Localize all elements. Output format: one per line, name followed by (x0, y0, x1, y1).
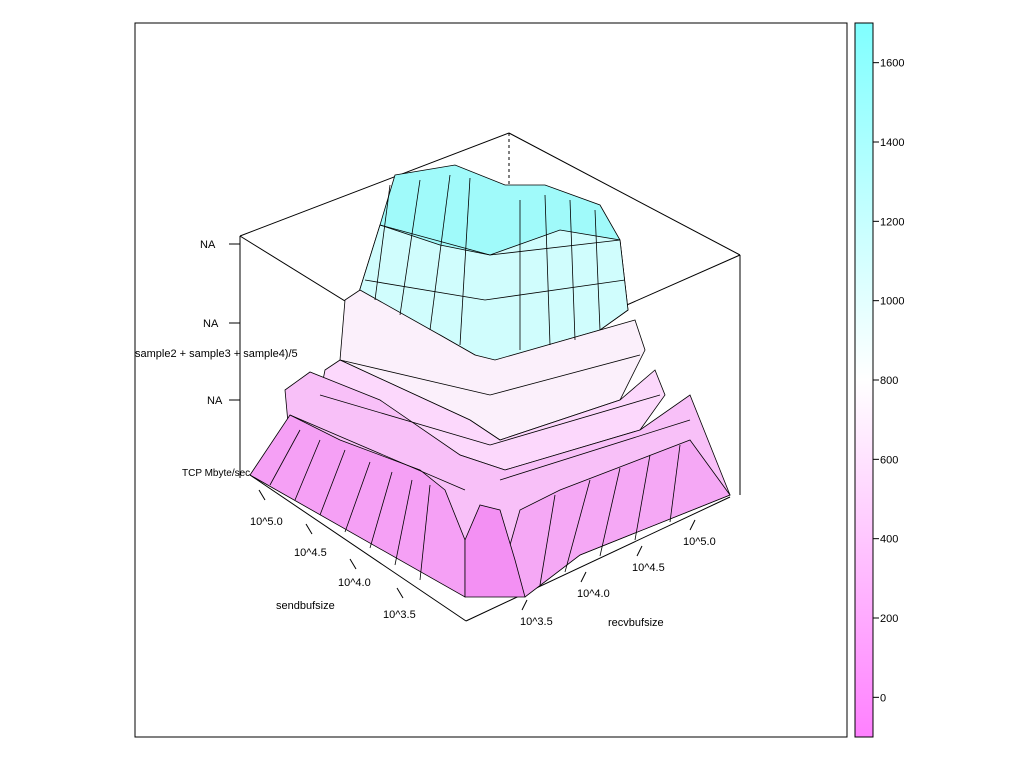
z-tick-label-1: NA (200, 239, 216, 251)
y-tick-label-5-0: 10^5.0 (683, 536, 716, 548)
surface-mesh (249, 164, 731, 598)
color-key-ticks: 0 200 400 600 800 1000 1200 1400 1600 (873, 58, 904, 704)
x-tick-3-5 (396, 587, 404, 599)
color-key-tick-label-400: 400 (880, 534, 898, 546)
mesh-lines (269, 174, 691, 586)
x-tick-4-5 (305, 523, 313, 535)
color-key-tick-label-1400: 1400 (880, 137, 904, 149)
z-tick-label-2: NA (203, 318, 219, 330)
x-axis-sendbufsize: 10^5.0 10^4.5 10^4.0 10^3.5 sendbufsize (250, 489, 416, 621)
y-tick-3-5 (521, 599, 528, 611)
z-axis: NA NA NA sample2 + sample3 + sample4)/5 … (135, 239, 298, 479)
y-tick-4-5 (636, 545, 643, 557)
x-tick-label-3-5: 10^3.5 (383, 609, 416, 621)
y-tick-label-4-5: 10^4.5 (632, 562, 665, 574)
z-tick-label-3: NA (207, 395, 223, 407)
color-key-tick-label-1200: 1200 (880, 216, 904, 228)
color-key: 0 200 400 600 800 1000 1200 1400 1600 (854, 22, 904, 738)
x-tick-5-0 (258, 489, 266, 501)
y-tick-label-3-5: 10^3.5 (520, 616, 553, 628)
color-key-bar (854, 22, 874, 738)
box-top-back-left-edge (239, 132, 510, 237)
surface-recv-slope (499, 439, 731, 598)
z-axis-expression: sample2 + sample3 + sample4)/5 (135, 348, 298, 360)
x-tick-label-5-0: 10^5.0 (250, 516, 283, 528)
y-tick-5-0 (689, 519, 696, 531)
x-tick-label-4-0: 10^4.0 (338, 577, 371, 589)
color-key-tick-label-1000: 1000 (880, 296, 904, 308)
x-axis-label: sendbufsize (276, 600, 335, 612)
z-axis-label: TCP Mbyte/sec (182, 468, 250, 479)
color-key-tick-label-800: 800 (880, 375, 898, 387)
color-key-tick-label-0: 0 (880, 692, 886, 704)
x-tick-4-0 (349, 558, 357, 570)
y-axis-recvbufsize: 10^3.5 10^4.0 10^4.5 10^5.0 recvbufsize (520, 519, 716, 629)
y-axis-label: recvbufsize (608, 617, 664, 629)
x-tick-label-4-5: 10^4.5 (294, 547, 327, 559)
y-tick-4-0 (580, 571, 587, 583)
color-key-tick-label-200: 200 (880, 613, 898, 625)
box-bottom-left-edge (249, 474, 467, 622)
box-bottom-right-edge (465, 496, 731, 622)
surface-central-valley (464, 504, 526, 598)
panel-frame (134, 22, 848, 738)
color-key-tick-label-1600: 1600 (880, 58, 904, 70)
color-key-tick-label-600: 600 (880, 454, 898, 466)
y-tick-label-4-0: 10^4.0 (577, 588, 610, 600)
box-top-back-right-edge (508, 132, 741, 256)
